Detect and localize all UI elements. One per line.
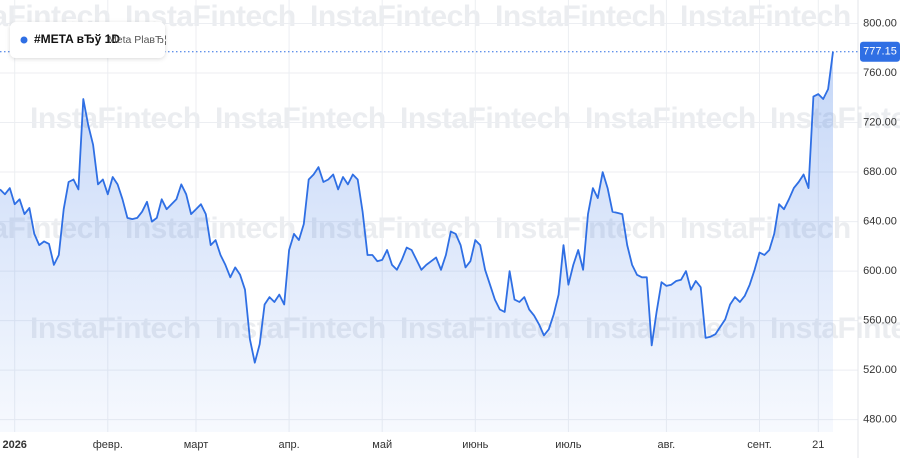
y-tick-label: 600.00 — [863, 265, 897, 277]
watermark: InstaFintech — [680, 0, 851, 33]
y-tick-label: 560.00 — [863, 315, 897, 327]
last-price-label: 777.15 — [863, 46, 897, 58]
x-tick-label: июнь — [462, 439, 488, 451]
watermark: InstaFintech — [770, 102, 900, 135]
last-price-tag — [860, 41, 900, 62]
price-line — [0, 51, 834, 364]
x-tick-label: авг. — [658, 439, 676, 451]
watermark: InstaFintech — [310, 0, 481, 33]
watermark: InstaFintech — [30, 102, 201, 135]
legend: #META вЂў 1D Meta PlaвЂ¦ — [10, 22, 167, 58]
legend-box — [10, 22, 165, 58]
x-tick-label: 21 — [812, 439, 824, 451]
y-tick-label: 760.00 — [863, 67, 897, 79]
y-tick-label: 520.00 — [863, 364, 897, 376]
y-tick-label: 720.00 — [863, 116, 897, 128]
watermark: InstaFintech — [495, 0, 666, 33]
y-tick-label: 680.00 — [863, 166, 897, 178]
watermark: InstaFintech — [215, 102, 386, 135]
watermark: InstaFintech — [400, 102, 571, 135]
y-tick-label: 640.00 — [863, 215, 897, 227]
description: Meta PlaвЂ¦ — [108, 34, 167, 46]
x-tick-label: апр. — [278, 439, 299, 451]
area-fill — [0, 51, 833, 433]
x-tick-label: июль — [555, 439, 582, 451]
x-tick-label: февр. — [93, 439, 123, 451]
x-tick-label: сент. — [747, 439, 772, 451]
symbol: #META вЂў 1D — [34, 32, 120, 46]
x-tick-label: март — [184, 439, 209, 451]
watermark: InstaFintech — [585, 102, 756, 135]
x-tick-label: май — [372, 439, 392, 451]
y-tick-label: 800.00 — [863, 17, 897, 29]
watermark: InstaFintech — [495, 212, 666, 245]
y-tick-label: 480.00 — [863, 414, 897, 426]
legend-dot — [20, 36, 28, 44]
plot — [0, 51, 858, 433]
x-tick-label: 2026 — [2, 439, 26, 451]
